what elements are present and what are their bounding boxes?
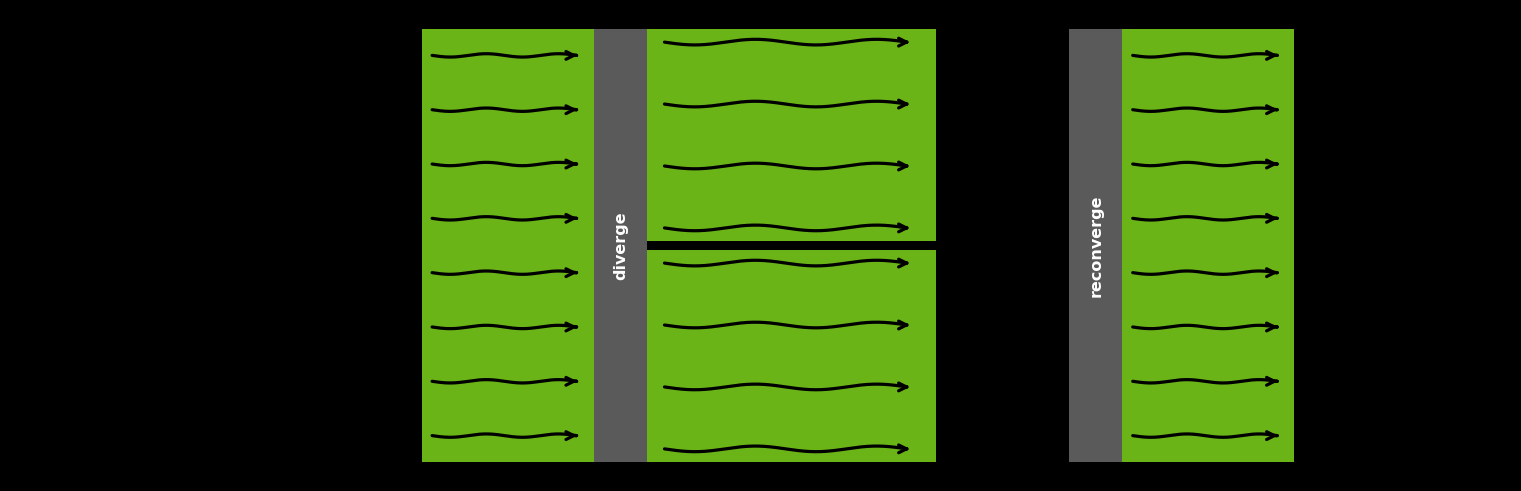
Text: diverge: diverge <box>613 211 628 280</box>
Bar <box>646 250 935 462</box>
Text: }: } <box>20 364 30 382</box>
Text: Y;: Y; <box>20 277 96 295</box>
Bar <box>593 29 646 462</box>
Text: X;: X; <box>20 233 96 251</box>
Bar <box>421 29 593 462</box>
Text: A;: A; <box>20 103 96 121</box>
Text: Z;: Z; <box>20 407 43 425</box>
Text: if (groupThreadID.x < 4){: if (groupThreadID.x < 4){ <box>20 59 292 78</box>
Text: } else {: } else { <box>20 190 108 208</box>
Text: reconverge: reconverge <box>1088 194 1103 297</box>
Bar <box>1069 29 1122 462</box>
Bar <box>646 29 935 241</box>
Bar <box>1122 29 1294 462</box>
Text: B;: B; <box>20 146 96 164</box>
